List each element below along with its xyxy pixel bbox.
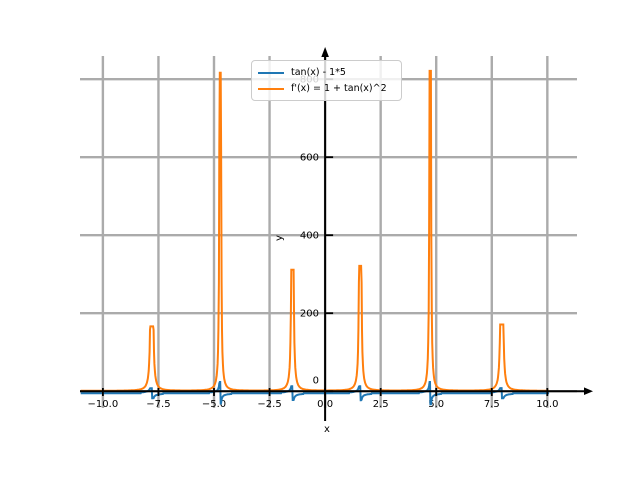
x-tick-label: 7.5 [484,399,500,410]
x-axis-arrow-icon [584,387,593,396]
x-tick-label: 2.5 [373,399,389,410]
legend-label-derivative: f'(x) = 1 + tan(x)^2 [291,83,387,94]
y-axis-label: y [274,235,285,241]
legend-line-swatch-orange [258,88,284,90]
legend-label-tan: tan(x) - 1*5 [291,67,346,78]
y-tick-label: 200 [300,309,319,320]
x-tick-label: 5.0 [428,399,444,410]
legend-entry-tan: tan(x) - 1*5 [258,65,395,81]
y-tick-label: 0 [313,376,319,387]
x-tick-label: −5.0 [202,399,226,410]
x-tick-label: −10.0 [88,399,119,410]
x-tick-label: −7.5 [146,399,170,410]
y-tick-label: 400 [300,231,319,242]
legend-entry-derivative: f'(x) = 1 + tan(x)^2 [258,81,395,97]
legend-line-swatch-blue [258,72,284,74]
y-axis-arrow-icon [321,47,329,57]
legend: tan(x) - 1*5 f'(x) = 1 + tan(x)^2 [251,60,402,101]
y-tick-label: 600 [300,153,319,164]
x-tick-label: 10.0 [536,399,558,410]
x-tick-label: −2.5 [257,399,281,410]
x-axis-label: x [324,424,330,435]
